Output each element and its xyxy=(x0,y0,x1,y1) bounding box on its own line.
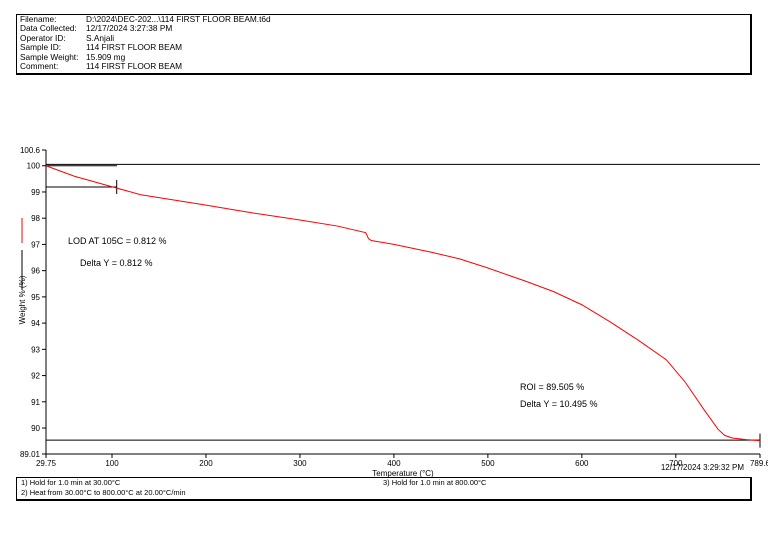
annotation-label: LOD AT 105C = 0.812 % xyxy=(68,236,166,246)
annotation-label: Delta Y = 0.812 % xyxy=(80,258,152,268)
weight-curve xyxy=(45,165,761,442)
info-row: Filename: D:\2024\DEC-202...\114 FIRST FL… xyxy=(20,14,750,24)
x-tick-label: 789.6 xyxy=(750,459,768,468)
method-box: 1) Hold for 1.0 min at 30.00°C 2) Heat f… xyxy=(16,477,752,501)
method-step-1: 1) Hold for 1.0 min at 30.00°C xyxy=(21,478,121,487)
info-row: Operator ID: S.Anjali xyxy=(20,32,750,43)
info-value: 114 FIRST FLOOR BEAM xyxy=(86,42,183,53)
info-value: 15.909 mg xyxy=(86,51,126,62)
y-tick-label: 91 xyxy=(31,398,40,407)
y-tick-label: 96 xyxy=(31,267,40,276)
y-tick-label: 100 xyxy=(27,162,41,171)
x-axis-label: Temperature (°C) xyxy=(372,469,434,478)
x-tick-label: 400 xyxy=(387,459,401,468)
annotation-label: Delta Y = 10.495 % xyxy=(520,399,597,409)
sample-info-box: Filename: D:\2024\DEC-202...\114 FIRST FL… xyxy=(16,14,752,75)
info-row: Comment: 114 FIRST FLOOR BEAM xyxy=(20,61,750,72)
info-row: Sample Weight: 15.909 mg xyxy=(20,51,750,62)
y-tick-label: 98 xyxy=(31,214,40,223)
x-tick-label: 300 xyxy=(293,459,307,468)
y-tick-label: 90 xyxy=(31,424,40,433)
x-tick-label: 500 xyxy=(481,459,495,468)
info-key: Data Collected: xyxy=(20,23,77,34)
info-value: 12/17/2024 3:27:38 PM xyxy=(86,23,173,34)
y-tick-label: 93 xyxy=(31,345,40,354)
info-value: S.Anjali xyxy=(86,32,115,43)
info-row: Sample ID: 114 FIRST FLOOR BEAM xyxy=(20,42,750,53)
info-key: Comment: xyxy=(20,61,59,72)
x-tick-label: 700 xyxy=(669,459,683,468)
x-tick-label: 600 xyxy=(575,459,589,468)
y-tick-label: 92 xyxy=(31,372,40,381)
print-timestamp: 12/17/2024 3:29:32 PM xyxy=(660,463,744,472)
info-value: 114 FIRST FLOOR BEAM xyxy=(86,61,183,72)
x-tick-label: 200 xyxy=(199,459,213,468)
info-row: Data Collected: 12/17/2024 3:27:38 PM xyxy=(20,23,750,34)
x-tick-label: 100 xyxy=(105,459,119,468)
y-tick-label: 89.01 xyxy=(20,450,41,459)
annotation-label: ROI = 89.505 % xyxy=(520,382,584,392)
y-tick-label: 100.6 xyxy=(20,146,41,155)
y-tick-label: 97 xyxy=(31,240,40,249)
y-axis-label: Weight % (%) xyxy=(18,275,27,324)
y-tick-label: 99 xyxy=(31,188,40,197)
method-step-2: 2) Heat from 30.00°C to 800.00°C at 20.0… xyxy=(21,487,186,497)
info-value: D:\2024\DEC-202...\114 FIRST FLOOR BEAM.… xyxy=(86,14,271,24)
y-tick-label: 95 xyxy=(31,293,40,302)
info-key: Sample ID: xyxy=(20,42,62,53)
x-tick-label: 29.75 xyxy=(36,459,57,468)
info-key: Operator ID: xyxy=(20,32,66,43)
method-step-3: 3) Hold for 1.0 min at 800.00°C xyxy=(383,478,487,487)
info-key: Filename: xyxy=(20,14,57,24)
y-tick-label: 94 xyxy=(31,319,40,328)
info-key: Sample Weight: xyxy=(20,51,79,62)
